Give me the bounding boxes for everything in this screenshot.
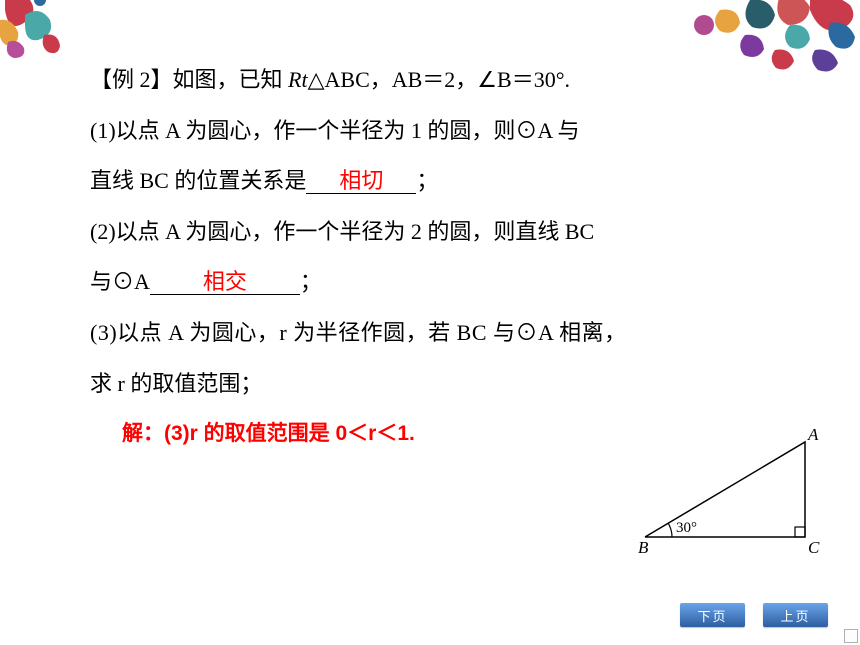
heading-text-1: 如图，已知 [173, 67, 289, 92]
triangle-figure: A B C 30° [630, 427, 830, 557]
next-page-button[interactable]: 下页 [680, 603, 745, 627]
angle-label: 30° [676, 520, 697, 536]
vertex-B-label: B [638, 538, 649, 557]
slide-content: 【例 2】如图，已知 Rt△ABC，AB＝2，∠B＝30°. (1)以点 A 为… [90, 55, 778, 460]
q1-answer: 相切 [339, 168, 383, 193]
vertex-A-label: A [807, 427, 819, 444]
q2-answer: 相交 [203, 269, 247, 294]
rt-italic: Rt [288, 67, 308, 92]
q2-line2: 与⊙A 相交 ； [90, 257, 778, 308]
q2-suffix: ； [300, 269, 322, 294]
q1-suffix: ； [416, 168, 438, 193]
q2-line1: (2)以点 A 为圆心，作一个半径为 2 的圆，则直线 BC [90, 207, 778, 258]
q1-line1: (1)以点 A 为圆心，作一个半径为 1 的圆，则⊙A 与 [90, 106, 778, 157]
q3-line1: (3)以点 A 为圆心，r 为半径作圆，若 BC 与⊙A 相离， [90, 308, 778, 359]
example-heading-line: 【例 2】如图，已知 Rt△ABC，AB＝2，∠B＝30°. [90, 55, 778, 106]
q1-line2-prefix: 直线 BC 的位置关系是 [90, 168, 306, 193]
triangle-abc-text: △ABC，AB＝2，∠B＝30°. [308, 67, 570, 92]
decor-top-left [0, 0, 75, 65]
q1-line2: 直线 BC 的位置关系是 相切 ； [90, 156, 778, 207]
nav-button-group: 下页 上页 [680, 603, 828, 627]
vertex-C-label: C [808, 538, 820, 557]
q1-blank: 相切 [306, 168, 416, 194]
prev-page-button[interactable]: 上页 [763, 603, 828, 627]
q2-blank: 相交 [150, 269, 300, 295]
q2-line2-prefix: 与⊙A [90, 269, 150, 294]
q3-line2: 求 r 的取值范围； [90, 359, 778, 410]
thumbnail-marker [844, 629, 858, 643]
example-label: 【例 2】 [90, 67, 173, 92]
